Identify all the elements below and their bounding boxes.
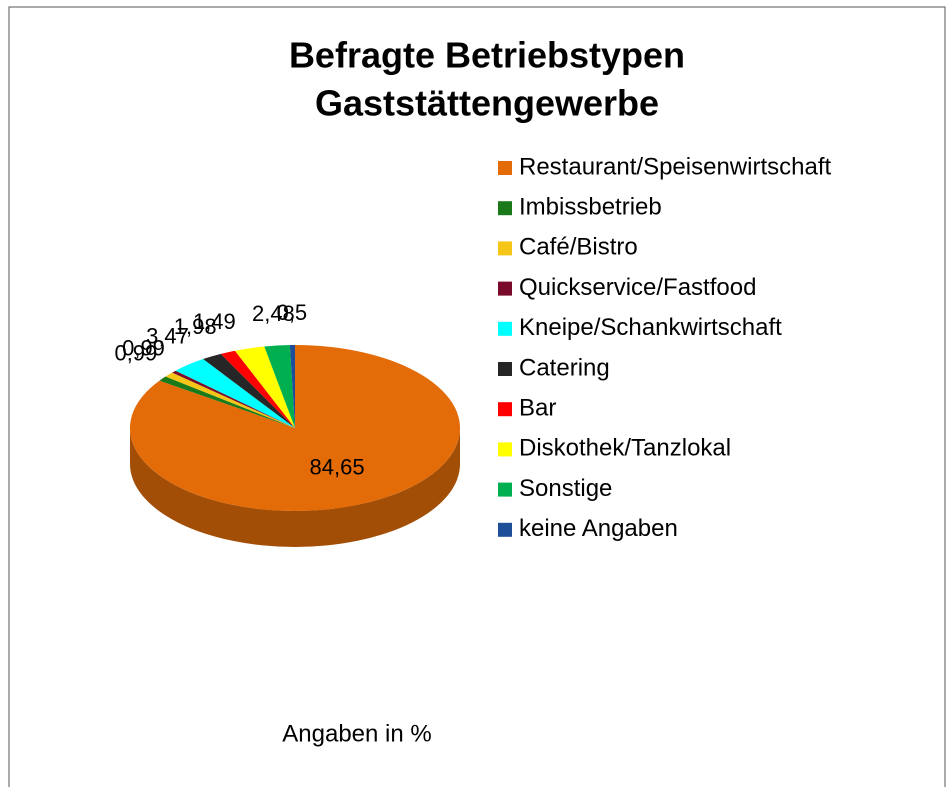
legend-swatch (498, 321, 512, 336)
pie-slice (289, 345, 295, 428)
pie-side (130, 428, 460, 547)
pie-slice (203, 353, 295, 428)
legend-label: Bar (519, 395, 556, 422)
value-label: 0,99 (114, 341, 157, 366)
pie-slice (175, 359, 295, 428)
legend-swatch (498, 362, 512, 376)
pie-slice (159, 376, 295, 428)
chart-title: Befragte Betriebstypen (289, 35, 685, 76)
value-label: 0,99 (122, 336, 165, 361)
pie-slice (165, 372, 295, 428)
legend-swatch (498, 241, 512, 256)
legend-swatch (498, 161, 512, 175)
pie-slice (172, 370, 295, 428)
legend-label: keine Angaben (519, 515, 678, 542)
value-label: 3,47 (146, 324, 189, 349)
legend-label: Catering (519, 354, 610, 381)
value-label: 84,65 (310, 454, 365, 479)
pie-slice (130, 344, 461, 511)
value-label: 2,48 (252, 301, 295, 326)
value-label: 0,5 (277, 300, 308, 325)
legend-label: Restaurant/Speisenwirtschaft (519, 153, 831, 180)
legend-swatch (498, 482, 512, 497)
legend-label: Sonstige (519, 475, 612, 502)
pie-slice (234, 346, 295, 428)
legend-label: Diskothek/Tanzlokal (519, 435, 731, 462)
legend-label: Kneipe/Schankwirtschaft (519, 314, 782, 341)
value-label: 1,98 (174, 314, 217, 339)
legend-label: Imbissbetrieb (519, 194, 662, 221)
pie-slice (264, 345, 295, 428)
legend-swatch (498, 402, 512, 417)
legend-label: Café/Bistro (519, 234, 638, 261)
legend-swatch (498, 281, 512, 296)
legend-label: Quickservice/Fastfood (519, 274, 756, 301)
value-label: 1,49 (193, 309, 236, 334)
legend-swatch (498, 442, 512, 457)
chart-title: Gaststättengewerbe (315, 83, 659, 124)
note: Angaben in % (282, 720, 431, 747)
legend-swatch (498, 522, 512, 537)
legend-swatch (498, 201, 512, 216)
pie-slice (220, 350, 295, 428)
